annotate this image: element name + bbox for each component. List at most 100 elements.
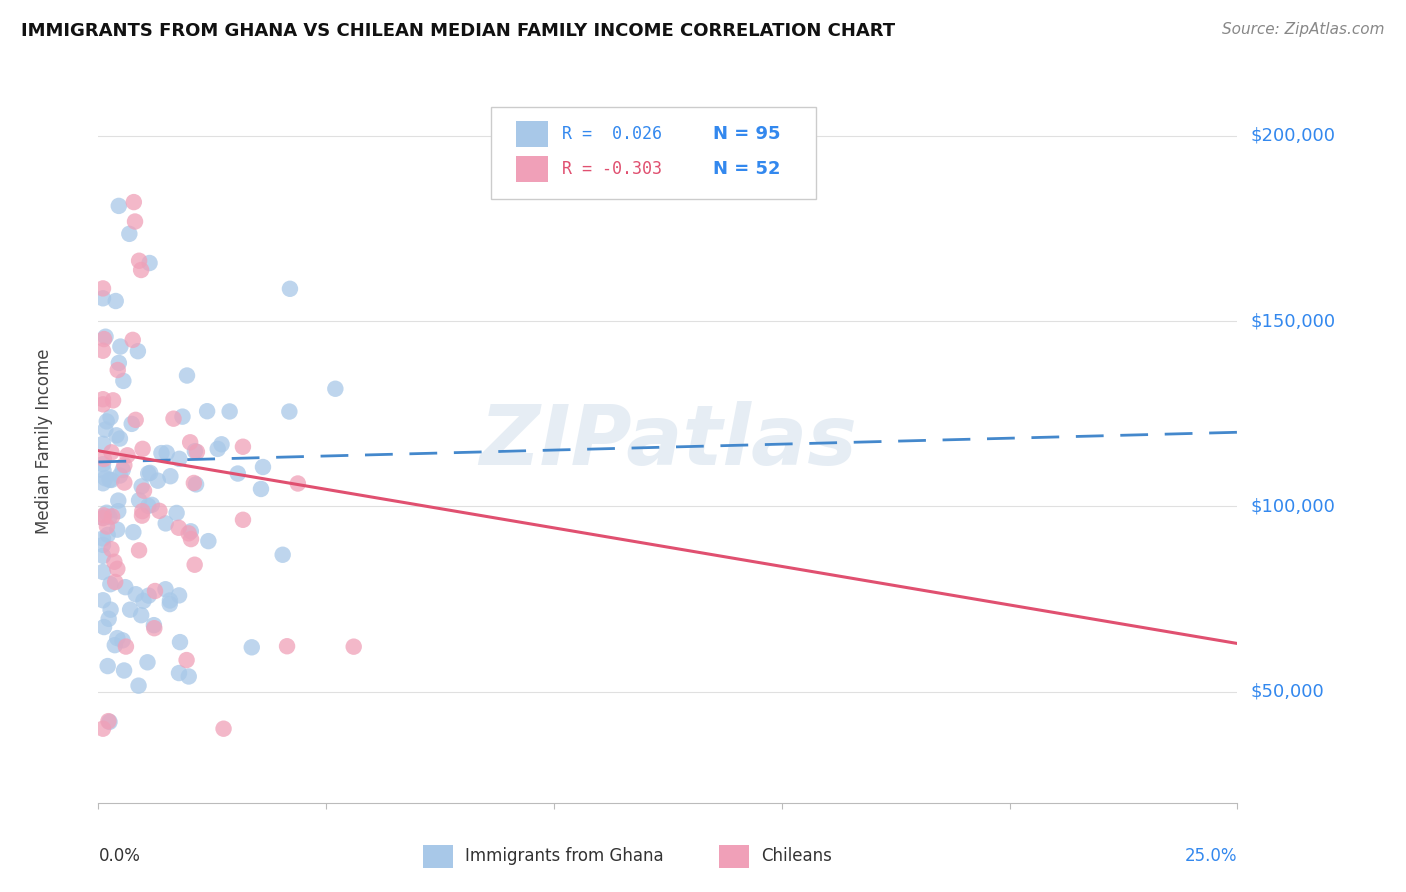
Point bbox=[131, 442, 153, 456]
Point bbox=[112, 458, 135, 473]
Text: IMMIGRANTS FROM GHANA VS CHILEAN MEDIAN FAMILY INCOME CORRELATION CHART: IMMIGRANTS FROM GHANA VS CHILEAN MEDIAN … bbox=[21, 22, 896, 40]
Point bbox=[118, 227, 141, 241]
Point bbox=[104, 638, 127, 652]
Point bbox=[148, 504, 170, 518]
Point bbox=[112, 374, 135, 388]
Point bbox=[98, 577, 121, 591]
Point bbox=[177, 669, 200, 683]
Text: R = -0.303: R = -0.303 bbox=[562, 161, 662, 178]
Text: Source: ZipAtlas.com: Source: ZipAtlas.com bbox=[1222, 22, 1385, 37]
Point bbox=[129, 263, 152, 277]
Point bbox=[105, 562, 128, 576]
Point bbox=[132, 483, 155, 498]
Point bbox=[100, 603, 122, 617]
Point bbox=[97, 714, 120, 728]
Point bbox=[108, 356, 131, 370]
Point bbox=[103, 555, 125, 569]
Text: $200,000: $200,000 bbox=[1251, 127, 1336, 145]
Point bbox=[124, 413, 146, 427]
Point bbox=[167, 666, 190, 681]
Point bbox=[138, 256, 160, 270]
Point bbox=[122, 195, 145, 210]
FancyBboxPatch shape bbox=[516, 121, 548, 147]
Point bbox=[159, 593, 181, 607]
Point bbox=[91, 510, 114, 524]
Point bbox=[184, 444, 207, 458]
Point bbox=[250, 482, 273, 496]
Point bbox=[91, 437, 114, 451]
Point bbox=[100, 473, 122, 487]
Point bbox=[93, 452, 115, 467]
Point bbox=[143, 621, 166, 635]
Point bbox=[93, 464, 115, 478]
Point bbox=[105, 428, 128, 442]
Point bbox=[278, 282, 301, 296]
Point bbox=[115, 640, 138, 654]
Point bbox=[112, 664, 135, 678]
Point bbox=[150, 446, 173, 460]
Point bbox=[120, 603, 142, 617]
Point bbox=[101, 393, 124, 408]
Point bbox=[104, 574, 127, 589]
Point bbox=[343, 640, 366, 654]
Point bbox=[107, 504, 129, 518]
Point bbox=[169, 451, 191, 466]
Point bbox=[128, 543, 150, 558]
Point bbox=[98, 714, 121, 729]
Text: R =  0.026: R = 0.026 bbox=[562, 126, 662, 144]
Point bbox=[93, 620, 115, 634]
Point bbox=[138, 589, 160, 603]
Point bbox=[91, 532, 114, 546]
Point bbox=[101, 509, 124, 524]
Point bbox=[104, 293, 127, 308]
Point bbox=[131, 504, 153, 518]
Point bbox=[127, 344, 149, 359]
Point bbox=[111, 633, 134, 648]
Point bbox=[121, 417, 143, 431]
Point bbox=[162, 411, 184, 425]
Point bbox=[108, 468, 131, 483]
Point bbox=[91, 291, 114, 305]
Point bbox=[122, 525, 145, 540]
Point bbox=[166, 506, 188, 520]
Text: Chileans: Chileans bbox=[761, 847, 832, 865]
Point bbox=[93, 508, 115, 523]
Point bbox=[91, 549, 114, 563]
Point bbox=[111, 463, 134, 477]
Point bbox=[186, 445, 208, 459]
Point bbox=[124, 214, 146, 228]
Point bbox=[179, 435, 201, 450]
FancyBboxPatch shape bbox=[491, 107, 815, 200]
Text: N = 95: N = 95 bbox=[713, 126, 780, 144]
Point bbox=[131, 479, 153, 493]
Point bbox=[91, 476, 114, 491]
Point bbox=[125, 587, 148, 601]
FancyBboxPatch shape bbox=[516, 156, 548, 182]
Point bbox=[159, 597, 181, 611]
Point bbox=[132, 594, 155, 608]
Point bbox=[136, 655, 159, 669]
Point bbox=[159, 469, 181, 483]
Point bbox=[100, 542, 122, 557]
Point bbox=[108, 432, 131, 446]
Point bbox=[232, 513, 254, 527]
Point bbox=[169, 635, 191, 649]
Point bbox=[167, 521, 190, 535]
Text: 0.0%: 0.0% bbox=[98, 847, 141, 865]
Point bbox=[128, 679, 150, 693]
Point bbox=[91, 538, 114, 552]
Point bbox=[107, 199, 129, 213]
Point bbox=[97, 612, 120, 626]
Point bbox=[155, 516, 177, 531]
Point bbox=[110, 340, 132, 354]
Point bbox=[91, 397, 114, 411]
Point bbox=[96, 519, 118, 533]
Point bbox=[136, 499, 159, 513]
Point bbox=[91, 511, 114, 525]
Point bbox=[97, 528, 120, 542]
Point bbox=[197, 534, 219, 549]
Point bbox=[128, 493, 150, 508]
Text: 25.0%: 25.0% bbox=[1185, 847, 1237, 865]
Point bbox=[176, 368, 198, 383]
Point bbox=[226, 467, 249, 481]
